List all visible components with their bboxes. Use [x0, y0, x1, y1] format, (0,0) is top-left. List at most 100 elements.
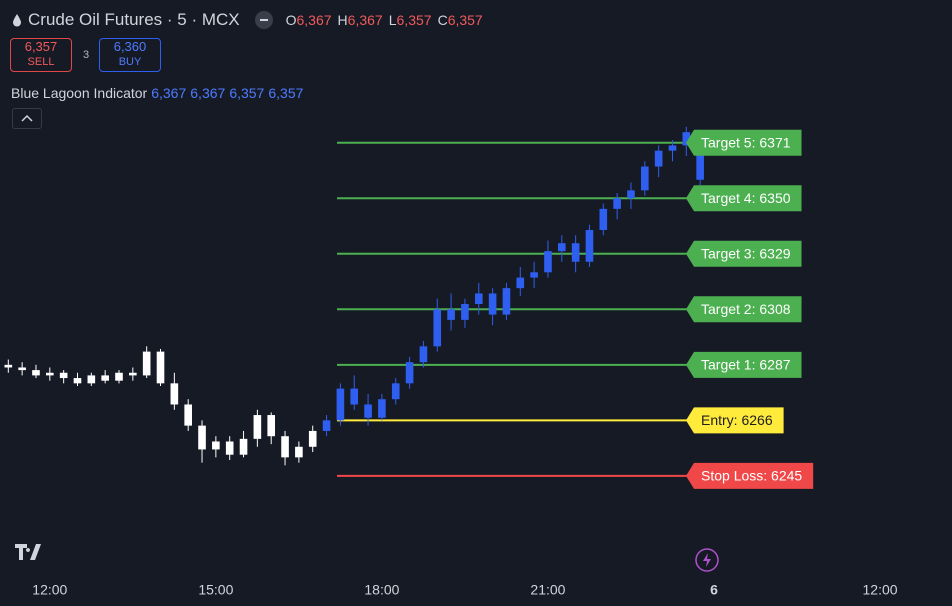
- ohlc-label: O: [285, 12, 297, 28]
- level-label: Target 5: 6371: [701, 134, 791, 150]
- level-tag: Stop Loss: 6245: [686, 462, 814, 489]
- sell-button[interactable]: 6,357 SELL: [10, 38, 72, 72]
- candle-body: [87, 375, 96, 384]
- candle-body: [295, 446, 303, 458]
- ohlc-value: 6,357: [447, 12, 483, 28]
- sell-label: SELL: [27, 56, 55, 68]
- level-label: Target 2: 6308: [701, 301, 791, 317]
- candle-body: [419, 346, 428, 363]
- candle-body: [405, 362, 414, 384]
- level-tag-box: [686, 407, 784, 434]
- candle-body: [364, 404, 372, 418]
- indicator-name: Blue Lagoon Indicator: [11, 85, 148, 101]
- indicator-value: 6,367: [190, 85, 226, 101]
- ohlc-value: 6,367: [347, 12, 383, 28]
- candle-body: [447, 309, 455, 320]
- candle-body: [198, 425, 206, 450]
- buy-button[interactable]: 6,360 BUY: [99, 38, 161, 72]
- level-tag: Target 3: 6329: [686, 240, 802, 267]
- x-tick-label: 6: [710, 582, 718, 598]
- level-label: Target 1: 6287: [701, 357, 791, 373]
- level-tag-box: [686, 462, 814, 489]
- level-tag-box: [686, 296, 802, 323]
- level-label: Entry: 6266: [701, 412, 773, 428]
- candle-body: [59, 372, 68, 379]
- indicator-value: 6,357: [229, 85, 265, 101]
- candle-body: [322, 420, 331, 431]
- x-tick-label: 18:00: [364, 582, 399, 598]
- candle-body: [668, 145, 677, 151]
- level-tag-box: [686, 129, 802, 156]
- candle-body: [627, 190, 635, 199]
- tv-logo: [15, 544, 41, 560]
- candle-body: [474, 293, 483, 305]
- candle-body: [391, 383, 400, 400]
- candle-body: [267, 415, 276, 437]
- indicator-value: 6,357: [268, 85, 304, 101]
- candle-body: [239, 438, 248, 455]
- candle-body: [350, 388, 359, 405]
- ohlc-label: C: [437, 12, 448, 28]
- level-tag: Entry: 6266: [686, 407, 784, 434]
- candle-body: [599, 208, 608, 230]
- candle-body: [212, 441, 220, 450]
- indicator-value: 6,367: [151, 85, 187, 101]
- level-label: Stop Loss: 6245: [701, 468, 802, 484]
- candle-body: [170, 383, 179, 405]
- level-tag-box: [686, 240, 802, 267]
- indicator-legend: Blue Lagoon Indicator 6,367 6,367 6,357 6,35…: [11, 85, 303, 101]
- symbol-title: Crude Oil Futures · 5 · MCX: [28, 10, 240, 29]
- candle-body: [516, 277, 525, 289]
- candle-body: [336, 388, 345, 421]
- ohlc: O6,367 H6,367 L6,357 C6,357: [286, 12, 489, 28]
- drop-icon: [13, 14, 21, 27]
- spread: 3: [83, 49, 90, 61]
- level-tag-box: [686, 351, 802, 378]
- chevron-icon: [21, 114, 33, 122]
- candle-body: [4, 364, 13, 368]
- level-label: Target 4: 6350: [701, 190, 791, 206]
- candle-body: [530, 272, 538, 278]
- x-tick-label: 12:00: [863, 582, 898, 598]
- candle-body: [433, 309, 442, 347]
- candle-body: [156, 351, 165, 384]
- candle-body: [115, 372, 123, 381]
- candle-body: [378, 399, 386, 418]
- candle-body: [18, 367, 26, 371]
- candle-body: [184, 404, 192, 426]
- collapse-button[interactable]: [12, 108, 42, 129]
- candle-body: [502, 288, 511, 315]
- candle-body: [101, 375, 109, 381]
- candle-body: [585, 230, 594, 262]
- x-tick-label: 12:00: [32, 582, 67, 598]
- buy-price: 6,360: [113, 39, 147, 54]
- candle-body: [253, 415, 262, 439]
- level-tag: Target 5: 6371: [686, 129, 802, 156]
- ohlc-value: 6,357: [396, 12, 432, 28]
- level-tag: Target 4: 6350: [686, 185, 802, 212]
- candle-body: [73, 378, 82, 384]
- ohlc-value: 6,367: [296, 12, 332, 28]
- candle-body: [544, 251, 552, 273]
- candle-body: [46, 372, 54, 376]
- header: Crude Oil Futures · 5 · MCX O6,367 H6,367…: [12, 10, 489, 30]
- candle-body: [281, 436, 289, 458]
- candle-body: [461, 304, 469, 320]
- hide-button[interactable]: [254, 10, 274, 30]
- ohlc-label: L: [388, 12, 397, 28]
- event-icon[interactable]: [694, 547, 720, 573]
- candle-body: [641, 166, 649, 191]
- sell-price: 6,357: [24, 39, 58, 54]
- candle-body: [613, 198, 621, 209]
- x-tick-label: 15:00: [198, 582, 233, 598]
- level-tag: Target 2: 6308: [686, 296, 802, 323]
- candle-body: [308, 430, 317, 447]
- candle-body: [557, 243, 566, 252]
- candle-body: [488, 293, 497, 315]
- level-tag: Target 1: 6287: [686, 351, 802, 378]
- level-tag-box: [686, 185, 802, 212]
- x-tick-label: 21:00: [530, 582, 565, 598]
- candle-body: [129, 372, 137, 376]
